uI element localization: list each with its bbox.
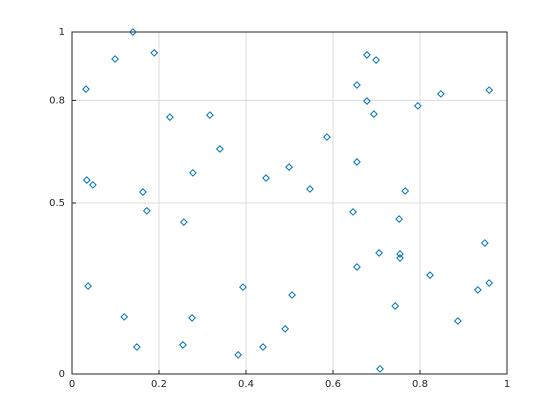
x-tick-label: 0.6 xyxy=(325,379,341,390)
marker xyxy=(84,282,93,291)
marker xyxy=(372,56,380,64)
marker xyxy=(480,239,489,247)
marker xyxy=(369,110,378,118)
y-tick-label: 0 xyxy=(59,369,65,380)
marker xyxy=(281,324,290,333)
marker xyxy=(426,271,434,280)
x-tick-label: 0.4 xyxy=(238,379,254,390)
marker xyxy=(128,28,137,36)
marker xyxy=(436,89,445,98)
marker xyxy=(395,215,404,223)
marker xyxy=(396,250,404,258)
marker xyxy=(363,97,371,105)
marker xyxy=(353,81,361,89)
y-tick-label: 1 xyxy=(59,27,65,38)
marker xyxy=(453,317,462,325)
marker xyxy=(376,364,384,373)
marker xyxy=(363,51,371,59)
marker xyxy=(111,55,119,63)
marker xyxy=(323,133,331,141)
marker xyxy=(391,302,400,310)
marker xyxy=(82,176,91,184)
marker xyxy=(120,312,129,321)
marker xyxy=(179,218,188,227)
marker xyxy=(262,174,270,182)
marker xyxy=(188,314,196,322)
marker xyxy=(142,206,151,215)
marker xyxy=(82,85,90,94)
x-tick-label: 1 xyxy=(504,379,510,390)
marker xyxy=(485,86,494,95)
marker xyxy=(205,111,214,120)
marker xyxy=(138,188,147,196)
marker xyxy=(473,285,482,294)
marker xyxy=(375,249,384,257)
y-tick-label: 0.5 xyxy=(49,198,65,209)
x-tick-label: 0 xyxy=(69,379,75,390)
marker xyxy=(150,48,159,57)
marker xyxy=(353,263,361,271)
marker xyxy=(132,343,141,351)
marker xyxy=(189,168,197,177)
marker xyxy=(306,185,314,193)
marker xyxy=(413,101,422,110)
marker xyxy=(288,291,297,299)
axes-box xyxy=(71,31,508,375)
marker xyxy=(239,283,247,292)
marker xyxy=(396,254,404,262)
marker xyxy=(88,180,97,189)
marker xyxy=(259,343,267,351)
marker xyxy=(485,279,494,287)
marker xyxy=(215,145,224,153)
marker xyxy=(353,158,361,166)
x-tick-label: 0.2 xyxy=(151,379,167,390)
marker xyxy=(165,113,174,122)
x-tick-label: 0.8 xyxy=(412,379,428,390)
marker xyxy=(285,163,293,171)
marker xyxy=(234,350,243,359)
marker xyxy=(401,187,410,195)
y-tick-label: 0.8 xyxy=(49,95,65,106)
marker xyxy=(179,341,187,349)
marker xyxy=(349,207,357,216)
